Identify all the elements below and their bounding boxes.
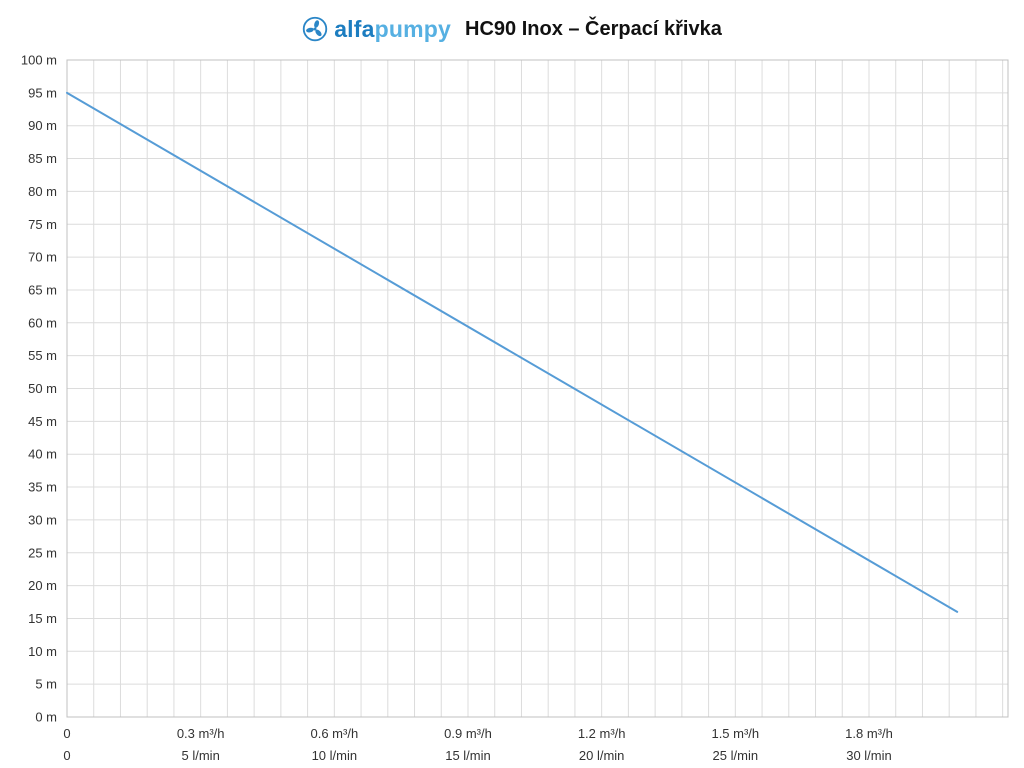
x-axis-tick-label-lmin: 30 l/min bbox=[846, 748, 892, 763]
x-axis-tick-label-m3h: 0.6 m³/h bbox=[310, 726, 358, 741]
x-axis-tick-label-m3h: 1.5 m³/h bbox=[711, 726, 759, 741]
y-axis-tick-label: 10 m bbox=[28, 644, 57, 659]
pump-curve-line bbox=[66, 91, 959, 613]
y-axis-tick-label: 25 m bbox=[28, 545, 57, 560]
x-axis-tick-label-lmin: 5 l/min bbox=[182, 748, 220, 763]
y-axis-tick-label: 40 m bbox=[28, 447, 57, 462]
y-axis-tick-label: 15 m bbox=[28, 611, 57, 626]
y-axis-tick-label: 20 m bbox=[28, 578, 57, 593]
x-axis-tick-label-m3h: 0 bbox=[63, 726, 70, 741]
brand-name-pumpy: pumpy bbox=[374, 15, 452, 42]
brand-text: alfapumpy bbox=[334, 16, 451, 43]
x-axis-tick-label-lmin: 10 l/min bbox=[312, 748, 358, 763]
y-axis-tick-label: 30 m bbox=[28, 512, 57, 527]
y-axis-tick-label: 60 m bbox=[28, 315, 57, 330]
brand-name-alfa: alfa bbox=[334, 15, 375, 42]
x-axis-tick-label-lmin: 0 bbox=[63, 748, 70, 763]
y-axis-tick-label: 65 m bbox=[28, 282, 57, 297]
y-axis-tick-label: 95 m bbox=[28, 85, 57, 100]
fan-impeller-icon bbox=[303, 16, 328, 42]
page-title: HC90 Inox – Čerpací křivka bbox=[465, 17, 722, 40]
x-axis-tick-label-lmin: 20 l/min bbox=[579, 748, 625, 763]
y-axis-tick-label: 75 m bbox=[28, 217, 57, 232]
y-axis-tick-label: 100 m bbox=[21, 53, 57, 68]
header: alfapumpy HC90 Inox – Čerpací křivka bbox=[0, 0, 1024, 50]
y-axis-tick-label: 90 m bbox=[28, 118, 57, 133]
x-axis-tick-label-m3h: 0.3 m³/h bbox=[177, 726, 225, 741]
x-axis-tick-label-m3h: 0.9 m³/h bbox=[444, 726, 492, 741]
pump-curve-chart: 0 m 5 m 10 m 15 m 20 m 25 m 30 m 35 m 40 m 45 m 50… bbox=[21, 53, 1009, 763]
y-axis-tick-label: 55 m bbox=[28, 348, 57, 363]
y-axis-tick-label: 80 m bbox=[28, 184, 57, 199]
x-axis-tick-label-lmin: 15 l/min bbox=[445, 748, 491, 763]
y-axis-tick-label: 45 m bbox=[28, 414, 57, 429]
x-axis-tick-label-lmin: 25 l/min bbox=[713, 748, 759, 763]
x-axis-tick-label-m3h: 1.8 m³/h bbox=[845, 726, 893, 741]
plot-border bbox=[66, 59, 1009, 718]
y-axis-tick-label: 85 m bbox=[28, 151, 57, 166]
y-axis-tick-label: 35 m bbox=[28, 480, 57, 495]
brand-logo: alfapumpy bbox=[302, 16, 451, 43]
y-axis-tick-label: 0 m bbox=[35, 710, 57, 725]
y-axis-tick-label: 5 m bbox=[35, 677, 57, 692]
y-axis-tick-label: 70 m bbox=[28, 250, 57, 265]
x-axis-tick-label-m3h: 1.2 m³/h bbox=[578, 726, 626, 741]
y-axis-tick-label: 50 m bbox=[28, 381, 57, 396]
